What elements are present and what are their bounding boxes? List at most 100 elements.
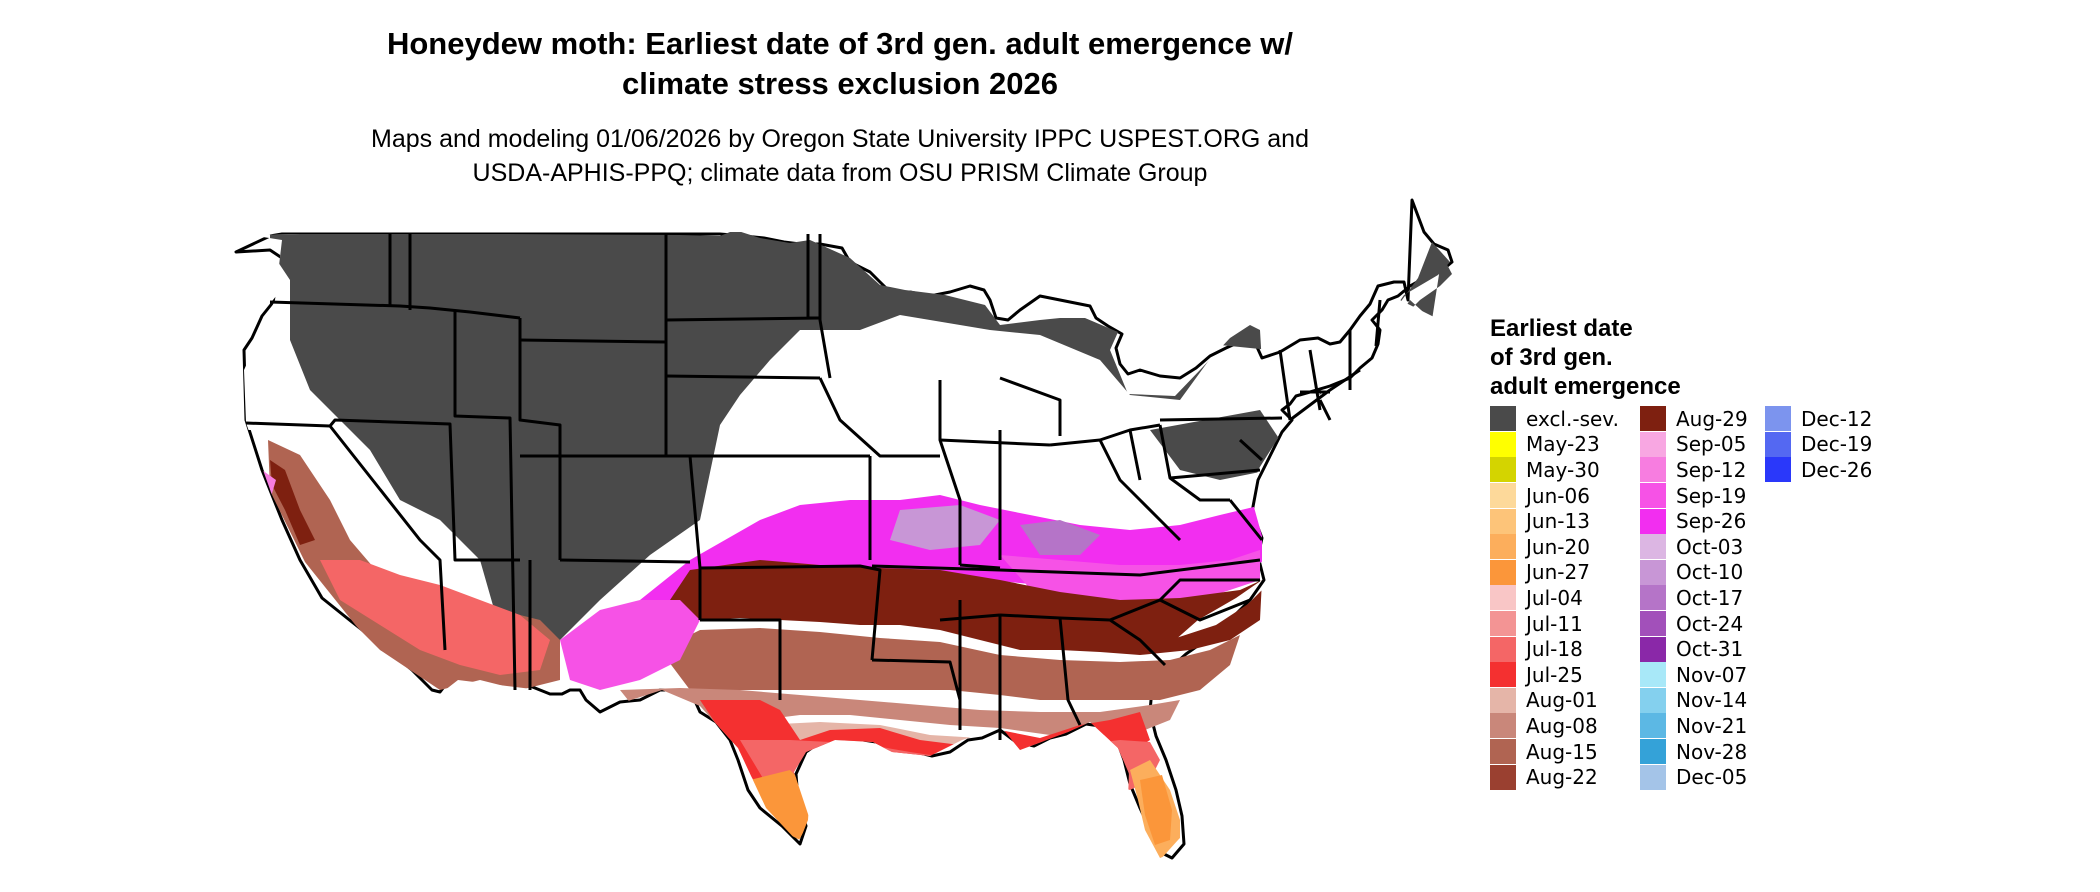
legend-swatch [1640,508,1666,534]
legend-swatch [1640,585,1666,611]
legend-label: Jun-27 [1526,560,1590,585]
legend-swatch [1490,764,1516,790]
legend-item: Jun-06 [1490,483,1590,509]
legend-label: Oct-17 [1676,585,1744,610]
legend-swatch [1640,687,1666,713]
legend-label: Nov-21 [1676,713,1748,738]
legend-swatch [1640,559,1666,585]
legend-label: Aug-15 [1526,739,1598,764]
legend-title: Earliest date of 3rd gen. adult emergenc… [1490,314,1750,401]
legend-label: Aug-08 [1526,713,1598,738]
legend-item: Sep-26 [1640,508,1746,534]
legend-label: Dec-19 [1801,432,1873,457]
legend-label: Sep-26 [1676,509,1747,534]
legend-label: Oct-24 [1676,611,1744,636]
legend-item: Sep-19 [1640,483,1746,509]
legend-item: Jul-25 [1490,662,1583,688]
legend-item: Dec-26 [1765,457,1872,483]
legend-label: Aug-22 [1526,765,1598,790]
legend-swatch [1640,534,1666,560]
legend-swatch [1490,611,1516,637]
legend-item: Aug-01 [1490,687,1598,714]
legend-swatch [1765,431,1791,457]
legend-label: Jul-11 [1526,611,1583,636]
legend-item: Nov-28 [1640,739,1747,765]
legend-label: Nov-28 [1676,739,1748,764]
legend-swatch [1640,713,1666,739]
legend-swatch [1490,406,1516,432]
zone-sep [640,495,1265,660]
legend-item: Aug-08 [1490,713,1598,739]
legend-item: Oct-24 [1640,611,1743,637]
legend-title-line-3: adult emergence [1490,373,1681,400]
legend-label: Oct-03 [1676,534,1744,559]
title-line-2: climate stress exclusion 2026 [622,66,1058,101]
legend-item: Dec-19 [1765,431,1873,458]
legend-item: Sep-12 [1640,457,1746,483]
legend-item: Sep-05 [1640,431,1746,458]
legend-label: Nov-14 [1676,688,1748,713]
legend-label: Aug-01 [1526,688,1598,713]
legend-item: Dec-12 [1765,406,1872,432]
legend-swatch [1490,508,1516,534]
legend-item: Jun-20 [1490,534,1590,560]
legend-label: Nov-07 [1676,662,1748,687]
legend-label: Jul-25 [1526,662,1583,687]
subtitle-line-2: USDA-APHIS-PPQ; climate data from OSU PR… [472,159,1208,187]
legend-label: May-23 [1526,432,1600,457]
legend-swatch [1640,636,1666,662]
legend-swatch [1490,483,1516,509]
legend-label: Jun-13 [1526,509,1590,534]
legend-title-line-1: Earliest date [1490,315,1633,342]
legend-item: Aug-15 [1490,739,1598,765]
legend-label: Dec-26 [1801,457,1873,482]
legend-label: Jun-20 [1526,534,1590,559]
legend-label: Dec-12 [1801,406,1873,431]
legend-item: excl.-sev. [1490,406,1619,432]
legend-swatch [1490,636,1516,662]
legend-item: Oct-03 [1640,534,1743,560]
zone-aug-29 [650,560,1262,660]
title-line-1: Honeydew moth: Earliest date of 3rd gen.… [386,26,1294,61]
legend-item: Jul-11 [1490,611,1583,637]
legend-swatch [1490,559,1516,585]
legend-swatch [1640,457,1666,483]
legend-label: Sep-12 [1676,457,1747,482]
legend-item: Oct-31 [1640,636,1743,662]
legend-item: Jul-04 [1490,585,1583,611]
us-emergence-map [234,198,1454,860]
legend-swatch [1490,457,1516,483]
legend-swatch [1640,483,1666,509]
legend-item: Jul-18 [1490,636,1583,662]
legend-swatch [1490,687,1516,713]
legend-item: Jun-13 [1490,508,1590,534]
legend-item: Jun-27 [1490,559,1590,586]
legend-item: Aug-22 [1490,764,1598,790]
legend-swatch [1640,406,1666,432]
legend-item: May-23 [1490,431,1600,458]
legend-label: Aug-29 [1676,406,1748,431]
zone-jul-25 [700,700,1150,790]
legend-label: Jul-18 [1526,637,1583,662]
legend-title-line-2: of 3rd gen. [1490,344,1613,371]
zone-aug-08 [620,688,1180,735]
legend-label: Oct-10 [1676,560,1744,585]
legend-swatch [1490,585,1516,611]
map-title: Honeydew moth: Earliest date of 3rd gen.… [300,24,1380,104]
subtitle-line-1: Maps and modeling 01/06/2026 by Oregon S… [371,125,1309,153]
legend-swatch [1640,739,1666,765]
zone-jun-27-texas [750,770,810,840]
legend-swatch [1490,534,1516,560]
legend-swatch [1640,431,1666,457]
legend-item: Oct-10 [1640,559,1744,586]
legend-label: Sep-19 [1676,483,1747,508]
legend-item: Oct-17 [1640,585,1743,611]
legend-swatch [1640,611,1666,637]
legend-label: Oct-31 [1676,637,1744,662]
legend-label: excl.-sev. [1526,406,1619,431]
legend-swatch [1640,764,1666,790]
legend-swatch [1490,713,1516,739]
legend-label: Jun-06 [1526,483,1590,508]
legend-item: May-30 [1490,457,1600,483]
map-subtitle: Maps and modeling 01/06/2026 by Oregon S… [300,122,1380,190]
